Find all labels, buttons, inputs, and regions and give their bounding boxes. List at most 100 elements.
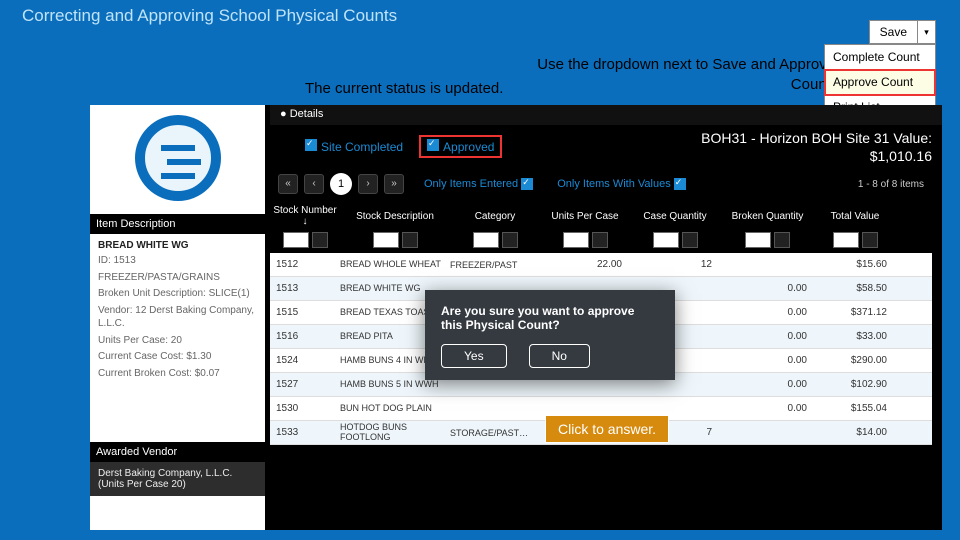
filter-sort-icon[interactable] bbox=[592, 232, 608, 248]
cell-total-value: $15.60 bbox=[815, 259, 895, 270]
item-side-panel: Item Description BREAD WHITE WG ID: 1513… bbox=[90, 105, 265, 530]
cell-stock-number: 1516 bbox=[270, 331, 340, 342]
filter-sort-icon[interactable] bbox=[774, 232, 790, 248]
cell-broken-qty: 0.00 bbox=[720, 307, 815, 318]
cell-stock-desc: BUN HOT DOG PLAIN bbox=[340, 404, 450, 413]
cell-broken-qty: 0.00 bbox=[720, 331, 815, 342]
check-icon bbox=[427, 139, 439, 151]
approved-checkbox[interactable]: Approved bbox=[427, 140, 494, 154]
cell-stock-number: 1530 bbox=[270, 403, 340, 414]
menu-complete-count[interactable]: Complete Count bbox=[825, 45, 935, 70]
filter-sort-icon[interactable] bbox=[312, 232, 328, 248]
cell-stock-number: 1513 bbox=[270, 283, 340, 294]
check-icon bbox=[674, 178, 686, 190]
page-first[interactable]: « bbox=[278, 174, 298, 194]
save-dropdown-caret[interactable]: ▾ bbox=[918, 20, 936, 44]
site-completed-checkbox[interactable]: Site Completed bbox=[305, 139, 403, 154]
cell-broken-qty: 0.00 bbox=[720, 355, 815, 366]
cell-category: FREEZER/PAST bbox=[450, 260, 540, 270]
cell-broken-qty: 0.00 bbox=[720, 379, 815, 390]
filter-input[interactable] bbox=[563, 232, 589, 248]
item-id: ID: 1513 bbox=[98, 254, 257, 268]
cell-total-value: $14.00 bbox=[815, 427, 895, 438]
page-next[interactable]: › bbox=[358, 174, 378, 194]
details-header[interactable]: ● Details bbox=[270, 105, 942, 125]
cell-upc: 22.00 bbox=[540, 259, 630, 270]
cell-stock-desc: HOTDOG BUNS FOOTLONG bbox=[340, 423, 450, 442]
item-avatar-icon bbox=[135, 115, 221, 201]
page-prev[interactable]: ‹ bbox=[304, 174, 324, 194]
col-upc[interactable]: Units Per Case bbox=[540, 211, 630, 222]
site-value-name: BOH31 - Horizon BOH Site 31 Value: bbox=[701, 129, 932, 147]
cell-total-value: $102.90 bbox=[815, 379, 895, 390]
col-broken-qty[interactable]: Broken Quantity bbox=[720, 211, 815, 222]
cell-broken-qty: 0.00 bbox=[720, 283, 815, 294]
table-header: Stock Number ↓ Stock Description Categor… bbox=[270, 205, 932, 227]
site-value-amount: $1,010.16 bbox=[701, 147, 932, 165]
col-category[interactable]: Category bbox=[450, 211, 540, 222]
approve-confirm-modal: Are you sure you want to approve this Ph… bbox=[425, 290, 675, 380]
filter-input[interactable] bbox=[653, 232, 679, 248]
modal-yes-button[interactable]: Yes bbox=[441, 344, 507, 368]
site-completed-label: Site Completed bbox=[321, 140, 403, 154]
awarded-vendor-body: Derst Baking Company, L.L.C. (Units Per … bbox=[90, 462, 265, 496]
cell-total-value: $371.12 bbox=[815, 307, 895, 318]
cell-stock-desc: HAMB BUNS 5 IN WWH bbox=[340, 380, 450, 389]
awarded-vendor-name: Derst Baking Company, L.L.C. bbox=[98, 468, 257, 479]
filter-input[interactable] bbox=[373, 232, 399, 248]
item-broken-cost: Current Broken Cost: $0.07 bbox=[98, 367, 257, 381]
cell-stock-number: 1527 bbox=[270, 379, 340, 390]
save-split-button: Save ▾ bbox=[869, 20, 936, 44]
filter-sort-icon[interactable] bbox=[502, 232, 518, 248]
item-name: BREAD WHITE WG bbox=[98, 240, 257, 251]
cell-broken-qty: 0.00 bbox=[720, 403, 815, 414]
filter-sort-icon[interactable] bbox=[862, 232, 878, 248]
col-total-value[interactable]: Total Value bbox=[815, 211, 895, 222]
menu-approve-count[interactable]: Approve Count bbox=[825, 70, 935, 95]
filter-input[interactable] bbox=[745, 232, 771, 248]
check-icon bbox=[521, 178, 533, 190]
caption-use-dropdown: Use the dropdown next to Save and Approv… bbox=[535, 55, 835, 94]
modal-no-button[interactable]: No bbox=[529, 344, 590, 368]
item-vendor: Vendor: 12 Derst Baking Company, L.L.C. bbox=[98, 304, 257, 331]
col-stock-number[interactable]: Stock Number ↓ bbox=[270, 205, 340, 227]
item-desc-header: Item Description bbox=[90, 214, 265, 234]
click-to-answer-hint[interactable]: Click to answer. bbox=[545, 415, 669, 443]
table-filters bbox=[270, 227, 932, 253]
filter-only-values[interactable]: Only Items With Values bbox=[557, 178, 690, 190]
filter-sort-icon[interactable] bbox=[682, 232, 698, 248]
filter-input[interactable] bbox=[473, 232, 499, 248]
page-current: 1 bbox=[330, 173, 352, 195]
item-range: 1 - 8 of 8 items bbox=[858, 179, 924, 190]
filter-sort-icon[interactable] bbox=[402, 232, 418, 248]
item-case-cost: Current Case Cost: $1.30 bbox=[98, 350, 257, 364]
cell-stock-number: 1512 bbox=[270, 259, 340, 270]
cell-case-qty: 12 bbox=[630, 259, 720, 270]
caption-status-updated: The current status is updated. bbox=[305, 80, 503, 97]
cell-total-value: $33.00 bbox=[815, 331, 895, 342]
cell-total-value: $155.04 bbox=[815, 403, 895, 414]
item-category: FREEZER/PASTA/GRAINS bbox=[98, 271, 257, 285]
cell-stock-desc: BREAD WHOLE WHEAT bbox=[340, 260, 450, 269]
table-row[interactable]: 1512BREAD WHOLE WHEATFREEZER/PAST22.0012… bbox=[270, 253, 932, 277]
save-button[interactable]: Save bbox=[869, 20, 918, 44]
awarded-vendor-upc: (Units Per Case 20) bbox=[98, 479, 257, 490]
item-upc: Units Per Case: 20 bbox=[98, 334, 257, 348]
cell-stock-number: 1515 bbox=[270, 307, 340, 318]
approved-label: Approved bbox=[443, 140, 494, 154]
cell-total-value: $290.00 bbox=[815, 355, 895, 366]
check-icon bbox=[305, 139, 317, 151]
site-value-title: BOH31 - Horizon BOH Site 31 Value: $1,01… bbox=[701, 129, 932, 165]
modal-question: Are you sure you want to approve this Ph… bbox=[441, 304, 659, 332]
approved-highlight: Approved bbox=[421, 137, 500, 156]
cell-stock-number: 1533 bbox=[270, 427, 340, 438]
cell-total-value: $58.50 bbox=[815, 283, 895, 294]
filter-only-entered[interactable]: Only Items Entered bbox=[424, 178, 537, 190]
col-stock-desc[interactable]: Stock Description bbox=[340, 211, 450, 222]
filter-input[interactable] bbox=[833, 232, 859, 248]
filter-input[interactable] bbox=[283, 232, 309, 248]
cell-category: STORAGE/PAST… bbox=[450, 428, 540, 438]
item-broken-desc: Broken Unit Description: SLICE(1) bbox=[98, 287, 257, 301]
page-last[interactable]: » bbox=[384, 174, 404, 194]
col-case-qty[interactable]: Case Quantity bbox=[630, 211, 720, 222]
